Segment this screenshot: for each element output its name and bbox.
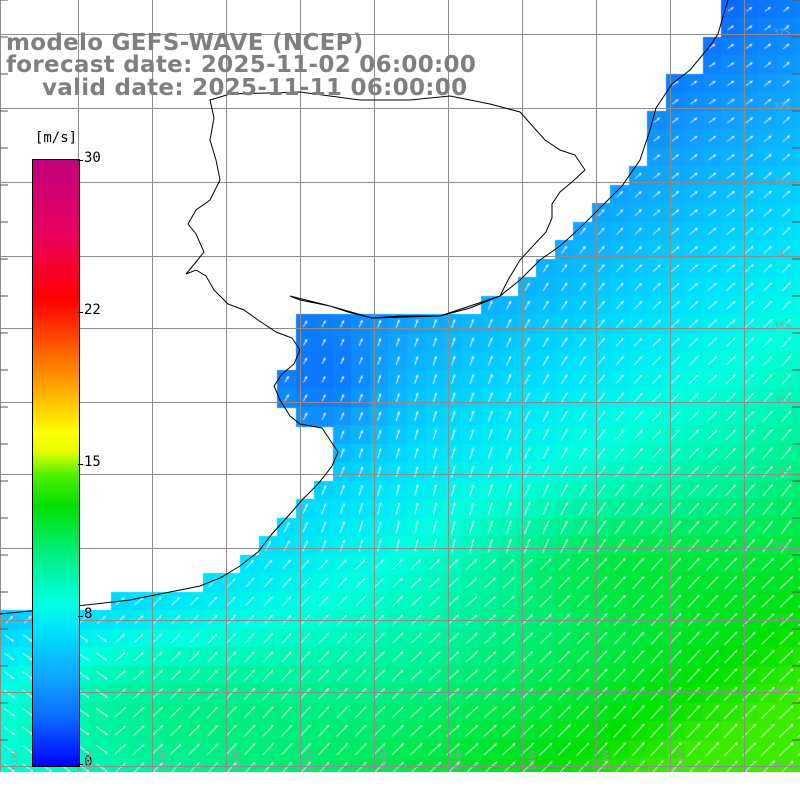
latitude-label: 35S: [773, 322, 791, 332]
longitude-label: 56W: [380, 749, 390, 770]
longitude-label: 52W: [676, 749, 686, 770]
map-overlay: [0, 0, 800, 772]
tick-mark: [78, 464, 83, 465]
longitude-label: 61W: [10, 749, 20, 770]
longitude-label: 57W: [306, 749, 316, 770]
legend-units: [m/s]: [34, 130, 78, 146]
tick-label: 8: [84, 606, 93, 622]
tick-label: 22: [84, 302, 101, 318]
latitude-label: 41S: [773, 760, 791, 770]
color-legend: [m/s] 30 22 15 8 0: [26, 130, 111, 772]
latitude-label: 40S: [773, 686, 791, 696]
longitude-label: 58W: [232, 749, 242, 770]
tick-label: 15: [84, 454, 101, 470]
longitude-label: 59W: [158, 749, 168, 770]
longitude-label: 54W: [528, 749, 538, 770]
wind-speed-field: [0, 0, 800, 772]
wind-map: [0, 0, 800, 772]
longitude-label: 55W: [454, 749, 464, 770]
tick-mark: [78, 616, 83, 617]
title-forecast-date: forecast date: 2025-11-02 06:00:00: [6, 52, 477, 78]
tick-label: 0: [84, 754, 93, 770]
title-model: modelo GEFS-WAVE (NCEP): [6, 30, 364, 56]
longitude-label: 60W: [84, 749, 94, 770]
longitude-label: 53W: [602, 749, 612, 770]
latitude-label: 39S: [773, 614, 791, 624]
latitude-label: 34S: [773, 250, 791, 260]
tick-label: 30: [84, 150, 101, 166]
latitude-label: 33S: [773, 176, 791, 186]
tick-mark: [78, 312, 83, 313]
colorbar: [32, 159, 80, 767]
latitude-label: 37S: [773, 468, 791, 478]
latitude-label: 38S: [773, 542, 791, 552]
tick-mark: [78, 160, 83, 161]
latitude-label: 31S: [773, 28, 791, 38]
latitude-label: 32S: [773, 102, 791, 112]
coastline: [0, 0, 729, 615]
title-valid-date: valid date: 2025-11-11 06:00:00: [42, 75, 468, 101]
tick-mark: [78, 764, 83, 765]
latitude-label: 36S: [773, 396, 791, 406]
